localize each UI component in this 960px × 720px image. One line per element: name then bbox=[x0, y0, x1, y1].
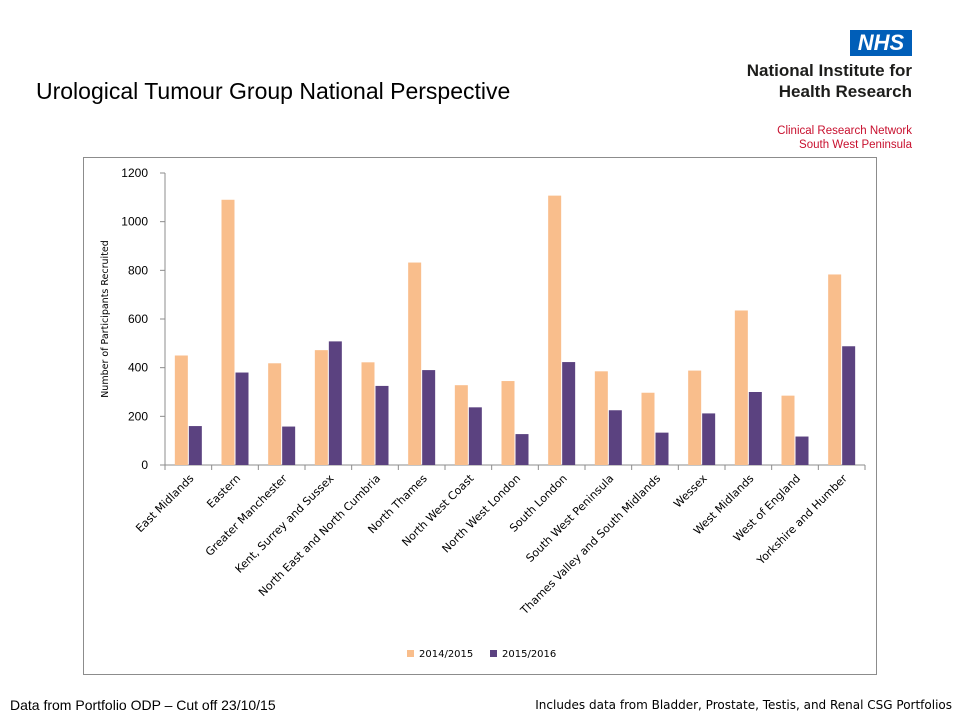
bar-2015-2016 bbox=[328, 341, 342, 465]
nihr-name: National Institute for Health Research bbox=[747, 60, 912, 102]
bar-2014-2015 bbox=[501, 381, 515, 465]
bar-2015-2016 bbox=[282, 426, 296, 465]
bar-2014-2015 bbox=[268, 363, 282, 465]
category-label: South West Peninsula bbox=[523, 472, 616, 565]
bar-2014-2015 bbox=[174, 355, 188, 465]
portfolio-note: Includes data from Bladder, Prostate, Te… bbox=[535, 698, 952, 712]
bar-2015-2016 bbox=[795, 436, 809, 465]
y-tick-label: 800 bbox=[128, 263, 148, 277]
bar-2014-2015 bbox=[548, 195, 562, 465]
network-name-line2: South West Peninsula bbox=[799, 139, 912, 151]
bar-2015-2016 bbox=[842, 346, 856, 465]
category-label: Eastern bbox=[204, 472, 243, 511]
bar-2015-2016 bbox=[515, 434, 529, 465]
bar-2014-2015 bbox=[734, 310, 748, 465]
bar-2015-2016 bbox=[655, 432, 669, 465]
category-label: North West London bbox=[440, 472, 524, 556]
bar-2014-2015 bbox=[781, 395, 795, 465]
chart-frame: 0 200 400 600 800 1000 1200 East Midlands Easter… bbox=[83, 157, 877, 675]
y-tick-label: 0 bbox=[141, 458, 148, 472]
network-name-line1: Clinical Research Network bbox=[777, 125, 912, 137]
bar-2014-2015 bbox=[361, 362, 375, 465]
y-tick-label: 600 bbox=[128, 312, 148, 326]
legend-label-2015-2016: 2015/2016 bbox=[502, 649, 556, 660]
data-source-note: Data from Portfolio ODP – Cut off 23/10/… bbox=[10, 697, 276, 713]
bar-2015-2016 bbox=[188, 426, 202, 465]
bar-2014-2015 bbox=[408, 262, 422, 465]
bar-2015-2016 bbox=[748, 392, 762, 465]
nihr-name-line1: National Institute for bbox=[746, 61, 912, 80]
y-tick-label: 200 bbox=[128, 409, 148, 423]
bar-2015-2016 bbox=[608, 410, 622, 465]
bar-2014-2015 bbox=[688, 370, 702, 465]
y-tick-label: 1000 bbox=[121, 215, 148, 229]
nihr-name-line2: Health Research bbox=[778, 82, 912, 101]
bar-2015-2016 bbox=[375, 385, 389, 465]
bar-2014-2015 bbox=[828, 274, 842, 465]
bar-2014-2015 bbox=[594, 371, 608, 465]
bar-2015-2016 bbox=[422, 370, 436, 465]
category-label: Wessex bbox=[671, 472, 710, 511]
bar-2014-2015 bbox=[314, 350, 328, 465]
category-label: Yorkshire and Humber bbox=[754, 472, 850, 568]
slide-title: Urological Tumour Group National Perspec… bbox=[36, 78, 511, 104]
bar-2015-2016 bbox=[562, 362, 576, 465]
legend-swatch-2015-2016 bbox=[490, 650, 497, 657]
legend-label-2014-2015: 2014/2015 bbox=[419, 649, 473, 660]
y-tick-label: 1200 bbox=[121, 166, 148, 180]
bar-2014-2015 bbox=[454, 385, 468, 465]
bar-2015-2016 bbox=[702, 413, 716, 465]
bar-2014-2015 bbox=[221, 199, 235, 465]
bar-2015-2016 bbox=[468, 407, 482, 465]
bar-chart: 0 200 400 600 800 1000 1200 East Midlands Easter… bbox=[100, 166, 866, 660]
y-axis-title: Number of Participants Recruited bbox=[100, 240, 111, 398]
network-name: Clinical Research Network South West Pen… bbox=[777, 124, 912, 152]
bar-2014-2015 bbox=[641, 392, 655, 465]
legend-swatch-2014-2015 bbox=[407, 650, 414, 657]
bar-2015-2016 bbox=[235, 372, 249, 465]
category-label: East Midlands bbox=[133, 472, 196, 535]
nhs-badge: NHS bbox=[850, 30, 912, 56]
y-tick-label: 400 bbox=[128, 361, 148, 375]
category-label: Greater Manchester bbox=[203, 472, 290, 559]
